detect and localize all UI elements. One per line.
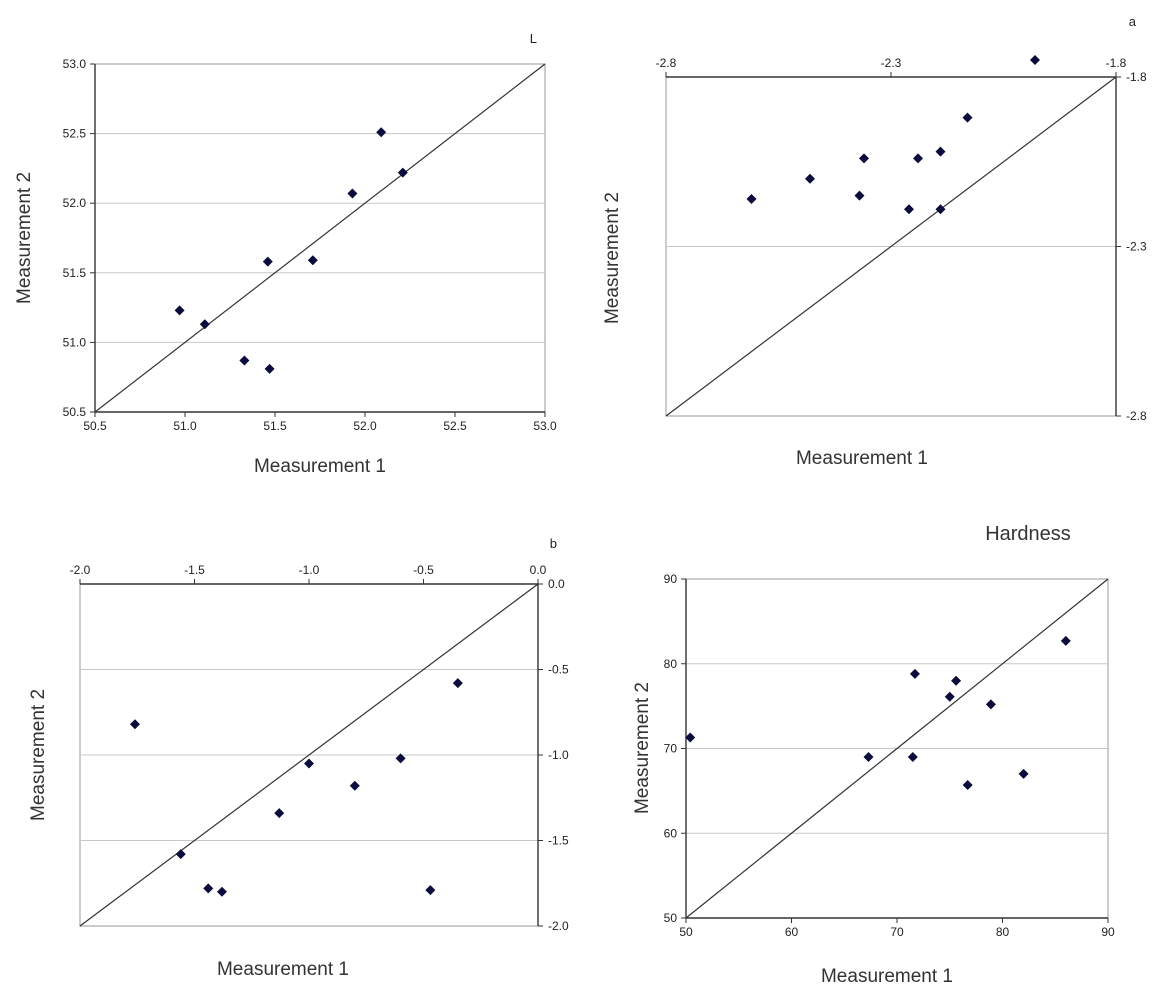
panel-title: L: [530, 31, 537, 46]
data-point: [854, 190, 865, 201]
data-point: [129, 719, 140, 730]
x-axis-label: Measurement 1: [254, 456, 386, 477]
y-axis-label: Measurement 2: [14, 172, 35, 304]
data-point: [1060, 635, 1071, 646]
data-point: [199, 319, 210, 330]
identity-line: [79, 583, 539, 927]
y-tick-label: 50: [664, 911, 678, 925]
scatter-panel-1: 50.5 51.0 51.5 52.0 52.5 53.0 50.5 51.0 51.5 52.0…: [14, 31, 557, 477]
data-point: [216, 886, 227, 897]
x-tick-label: 51.5: [263, 419, 287, 433]
y-tick-label: 60: [664, 826, 678, 840]
x-tick-label: -1.5: [184, 563, 205, 577]
scatter-panel-2: -2.8 -2.3 -1.8 -2.8 -2.3 -1.8 a Measurement 1 Me…: [602, 14, 1147, 469]
data-point: [175, 849, 186, 860]
y-tick-label: -2.8: [1126, 409, 1147, 423]
x-tick-label: 52.0: [353, 419, 377, 433]
x-tick-label: 50: [679, 925, 693, 939]
data-point: [907, 751, 918, 762]
data-point: [962, 779, 973, 790]
data-point: [685, 732, 696, 743]
x-tick-label: 60: [785, 925, 799, 939]
x-tick-label: 70: [890, 925, 904, 939]
identity-line: [94, 63, 546, 413]
data-point: [1030, 55, 1040, 66]
y-tick-label: -1.5: [548, 834, 569, 848]
y-tick-label: -0.5: [548, 663, 569, 677]
data-point: [264, 363, 275, 374]
y-tick-label: -1.8: [1126, 70, 1147, 84]
x-axis-label: Measurement 1: [796, 448, 928, 469]
data-point: [395, 753, 406, 764]
data-point: [452, 678, 463, 689]
data-point: [746, 194, 757, 205]
data-point: [904, 204, 914, 215]
y-axis-label: Measurement 2: [602, 192, 623, 324]
y-tick-label: 51.0: [63, 335, 87, 349]
y-tick-label: -1.0: [548, 748, 569, 762]
x-tick-label: 50.5: [83, 419, 107, 433]
y-tick-label: -2.3: [1126, 240, 1147, 254]
y-tick-label: 90: [664, 572, 678, 586]
y-tick-label: 70: [664, 742, 678, 756]
y-axis-label: Measurement 2: [28, 689, 49, 821]
panel-title: a: [1129, 14, 1137, 29]
y-tick-label: 52.0: [63, 196, 87, 210]
data-point: [935, 204, 946, 215]
y-tick-label: 51.5: [63, 266, 87, 280]
data-point: [347, 188, 358, 199]
x-tick-label: 0.0: [530, 563, 547, 577]
x-tick-label: 90: [1101, 925, 1115, 939]
x-tick-label: -1.8: [1106, 56, 1127, 70]
data-point: [909, 668, 920, 679]
panel-title: Hardness: [985, 523, 1071, 545]
data-point: [262, 256, 273, 267]
x-tick-label: 51.0: [173, 419, 197, 433]
x-tick-label: -2.8: [656, 56, 677, 70]
x-tick-label: 80: [996, 925, 1010, 939]
x-tick-label: -1.0: [299, 563, 320, 577]
data-point: [859, 153, 869, 164]
data-point: [239, 355, 250, 366]
data-point: [174, 305, 185, 316]
data-point: [985, 699, 996, 710]
x-tick-label: -0.5: [413, 563, 434, 577]
x-axis-label: Measurement 1: [217, 959, 349, 980]
data-point: [203, 883, 214, 894]
data-point: [951, 675, 962, 686]
data-point: [349, 780, 360, 791]
data-point: [805, 173, 815, 184]
scatter-panel-4: 50 60 70 80 90 50 60 70 80 90 Hardness Measurement …: [632, 523, 1115, 987]
identity-line: [665, 76, 1117, 417]
y-tick-label: 80: [664, 657, 678, 671]
data-point: [935, 146, 946, 157]
panel-title: b: [550, 536, 557, 551]
scatter-panel-3: -2.0 -1.5 -1.0 -0.5 0.0-2.0-1.5-1.0-0.50.0bM…: [28, 536, 569, 980]
data-point: [397, 167, 408, 178]
y-tick-label: 52.5: [63, 127, 87, 141]
x-tick-label: -2.3: [881, 56, 902, 70]
data-point: [944, 691, 955, 702]
y-tick-label: -2.0: [548, 919, 569, 933]
data-point: [376, 127, 387, 138]
x-tick-label: 53.0: [533, 419, 557, 433]
data-point: [425, 885, 436, 896]
y-axis-label: Measurement 2: [632, 682, 653, 814]
data-point: [913, 153, 923, 164]
x-axis-label: Measurement 1: [821, 966, 953, 987]
x-tick-label: -2.0: [70, 563, 91, 577]
data-point: [863, 751, 874, 762]
data-point: [962, 112, 973, 123]
identity-line: [685, 578, 1109, 919]
data-point: [304, 758, 314, 769]
y-tick-label: 53.0: [63, 57, 87, 71]
y-tick-label: 50.5: [63, 405, 87, 419]
data-point: [307, 255, 318, 266]
x-tick-label: 52.5: [443, 419, 467, 433]
data-point: [274, 808, 285, 819]
y-tick-label: 0.0: [548, 577, 565, 591]
data-point: [1018, 768, 1029, 779]
